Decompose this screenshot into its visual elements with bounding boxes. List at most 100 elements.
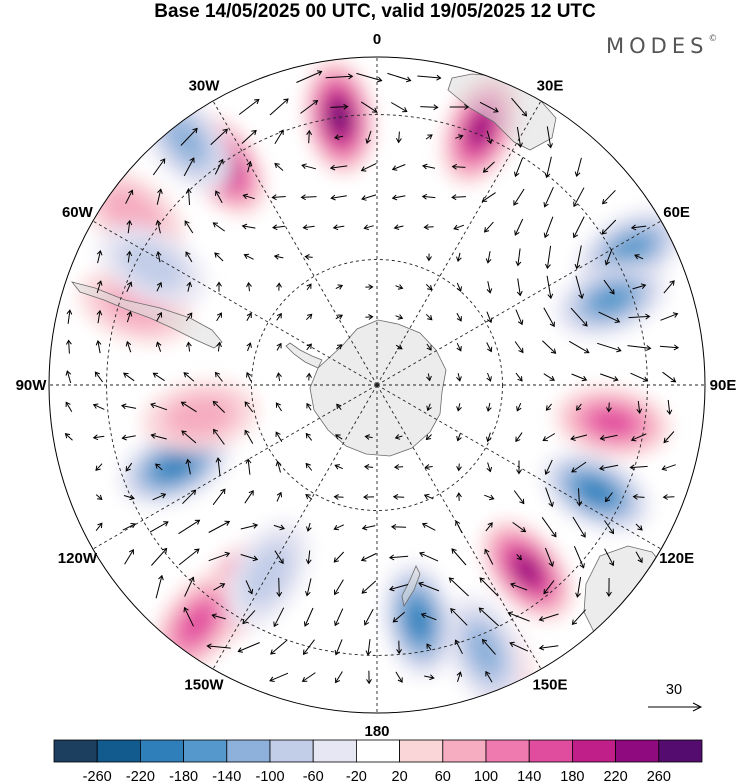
wind-vector — [335, 671, 343, 684]
wind-vector — [365, 284, 374, 290]
wind-vector — [568, 340, 590, 354]
wind-vector — [453, 224, 465, 231]
wind-vector — [514, 157, 524, 178]
wind-vector — [603, 279, 615, 295]
wind-vector — [361, 580, 377, 594]
wind-vector — [272, 224, 286, 231]
colorbar-swatch — [53, 739, 98, 763]
anomaly-contour — [471, 115, 490, 143]
wind-vector — [636, 400, 643, 414]
map-boundary — [48, 56, 706, 714]
wind-vector — [515, 248, 522, 267]
wind-vector — [96, 280, 103, 294]
wind-vector — [360, 553, 377, 562]
wind-vector — [180, 401, 197, 413]
wind-vector — [395, 344, 403, 350]
wind-vector — [123, 494, 135, 501]
wind-vector — [513, 188, 525, 206]
wind-vector — [64, 433, 73, 441]
colorbar-swatch — [399, 739, 444, 763]
wind-vector — [276, 282, 282, 291]
lat-lon-grid — [49, 57, 705, 713]
wind-vector — [486, 432, 492, 443]
anomaly-contour — [408, 603, 429, 637]
wind-vector — [486, 372, 492, 382]
meridian-label: 180 — [364, 723, 389, 740]
wind-vector — [152, 158, 166, 176]
colorbar-tick-label: 260 — [647, 769, 671, 783]
anomaly-center — [383, 562, 454, 678]
wind-vector — [543, 580, 555, 595]
wind-vector — [95, 463, 103, 471]
wind-vector — [126, 310, 133, 323]
wind-vector — [486, 342, 493, 353]
wind-vector — [240, 523, 259, 530]
wind-vector — [152, 493, 167, 501]
wind-vector — [244, 490, 254, 504]
wind-vector — [185, 341, 192, 352]
wind-vector — [573, 187, 585, 208]
wind-vector — [417, 74, 442, 81]
wind-vector — [274, 550, 284, 565]
wind-vector — [392, 493, 405, 500]
wind-vector — [635, 551, 643, 564]
wind-vector — [391, 164, 406, 171]
colorbar-tick-label: -220 — [126, 769, 155, 783]
wind-vector — [426, 403, 432, 412]
wind-vector — [216, 281, 222, 292]
meridian-label: 30W — [189, 77, 221, 94]
wind-vector — [334, 579, 344, 596]
wind-vector — [395, 284, 404, 290]
wind-vector — [275, 402, 283, 412]
map-title: Base 14/05/2025 00 UTC, valid 19/05/2025… — [154, 1, 596, 22]
wind-vector — [571, 461, 587, 473]
wind-vector — [269, 98, 289, 116]
wind-vector — [513, 490, 525, 505]
wind-vector — [305, 462, 313, 471]
land-masses — [70, 73, 673, 651]
antarctic-peninsula — [285, 342, 323, 369]
wind-vector — [213, 428, 225, 445]
wind-vector — [542, 340, 557, 354]
wind-vector — [185, 188, 192, 206]
wind-vector — [121, 434, 136, 441]
wind-vector — [571, 373, 588, 382]
wind-vector — [208, 520, 231, 533]
colorbar-swatch — [615, 739, 660, 763]
wind-vector — [152, 372, 165, 382]
wind-vector — [246, 312, 252, 321]
wind-vector — [597, 342, 622, 353]
colorbar-tick-label: 60 — [435, 769, 451, 783]
wind-vector — [301, 672, 316, 682]
wind-vector — [126, 281, 133, 293]
wind-vector — [66, 309, 73, 324]
wind-vector — [663, 280, 675, 294]
wind-vector — [479, 577, 499, 597]
wind-vector — [334, 608, 344, 627]
wind-vector — [516, 460, 522, 475]
meridian-line — [376, 100, 542, 386]
wind-vector — [92, 434, 105, 441]
wind-vector — [421, 522, 436, 531]
wind-vector — [125, 340, 132, 353]
anomaly-contour — [158, 455, 191, 478]
wind-vector — [393, 224, 404, 230]
wind-vector — [418, 581, 440, 592]
wind-vector — [150, 433, 167, 440]
wind-vector — [661, 464, 676, 471]
wind-vector — [455, 134, 464, 140]
wind-vector — [360, 101, 378, 113]
anomaly-center — [555, 262, 667, 338]
wind-vector — [546, 275, 554, 300]
wind-vector — [184, 220, 194, 234]
wind-vector — [425, 434, 432, 441]
wind-vector — [335, 434, 343, 440]
reference-vector-label: 30 — [666, 682, 682, 698]
wind-vector — [305, 313, 313, 321]
wind-vector — [542, 433, 556, 442]
wind-vector — [421, 193, 436, 200]
wind-vector — [155, 219, 162, 234]
meridian-labels: 0 30E 60E 90E 120E 150E 180 150W 120W 90W 60W 30W — [16, 31, 737, 740]
wind-vector — [242, 610, 256, 625]
